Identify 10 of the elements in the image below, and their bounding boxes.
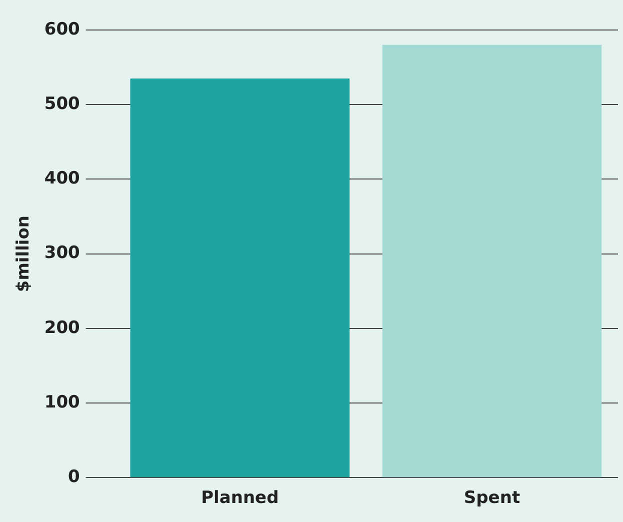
x-tick-label: Spent bbox=[464, 488, 520, 508]
y-tick-label: 300 bbox=[44, 243, 80, 264]
y-tick-label: 0 bbox=[68, 467, 80, 488]
x-tick-label: Planned bbox=[201, 488, 279, 508]
y-tick-label: 600 bbox=[44, 19, 80, 40]
y-tick-label: 200 bbox=[44, 318, 80, 338]
y-tick-label: 500 bbox=[44, 94, 80, 114]
y-tick-label: 100 bbox=[44, 392, 80, 412]
y-tick-label: 400 bbox=[44, 168, 80, 189]
y-axis-title: $million bbox=[14, 215, 34, 292]
